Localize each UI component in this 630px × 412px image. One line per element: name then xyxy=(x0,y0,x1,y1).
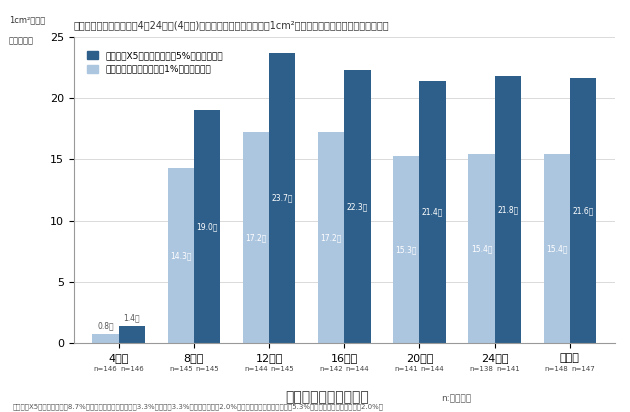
Text: n=141: n=141 xyxy=(496,365,520,372)
Text: n=145: n=145 xyxy=(195,365,219,372)
Bar xyxy=(318,132,344,344)
Bar xyxy=(420,81,446,344)
Text: n=144: n=144 xyxy=(421,365,444,372)
Text: 21.4本: 21.4本 xyxy=(422,208,444,217)
Bar xyxy=(544,154,570,344)
Text: 15.3本: 15.3本 xyxy=(396,245,417,254)
Text: 試験開始後の経過週数: 試験開始後の経過週数 xyxy=(286,390,369,404)
Bar xyxy=(194,110,220,344)
Bar xyxy=(570,78,596,344)
Bar xyxy=(495,76,521,344)
Text: n=147: n=147 xyxy=(571,365,595,372)
Text: n=146: n=146 xyxy=(94,365,117,372)
Text: 21.8本: 21.8本 xyxy=(497,205,518,214)
Text: n=142: n=142 xyxy=(319,365,343,372)
Text: n=144: n=144 xyxy=(346,365,369,372)
Text: 19.0本: 19.0本 xyxy=(197,222,218,232)
Bar xyxy=(243,132,269,344)
Text: 1.4本: 1.4本 xyxy=(123,314,140,323)
Text: 1cm²当たり: 1cm²当たり xyxy=(9,15,45,24)
Text: 23.7本: 23.7本 xyxy=(272,194,293,203)
Text: n=141: n=141 xyxy=(394,365,418,372)
Text: 14.3本: 14.3本 xyxy=(170,251,192,260)
Text: 17.2本: 17.2本 xyxy=(321,234,342,242)
Bar xyxy=(468,154,495,344)
Bar xyxy=(269,53,295,344)
Text: 22.3本: 22.3本 xyxy=(346,202,368,211)
Text: 21.6本: 21.6本 xyxy=(572,206,593,215)
Legend: リアップX5（ミノキシジル5%ローション）, リアップ（ミノキシジル1%ローション）: リアップX5（ミノキシジル5%ローション）, リアップ（ミノキシジル1%ローショ… xyxy=(84,47,226,77)
Text: の増加本数: の増加本数 xyxy=(9,37,33,46)
Text: n=144: n=144 xyxy=(244,365,268,372)
Text: n=145: n=145 xyxy=(169,365,193,372)
Text: リアップX5の副作用発現率8.7%（主な副作用：接触皮膚炎3.3%、遷移：3.3%、脂漏性皮膚炎2.0%）　リアップの副作用発現率5.3%（主な副作用：接触皮膚: リアップX5の副作用発現率8.7%（主な副作用：接触皮膚炎3.3%、遷移：3.3… xyxy=(13,403,384,410)
Text: 15.4本: 15.4本 xyxy=(471,244,492,253)
Bar xyxy=(168,168,194,344)
Bar xyxy=(393,156,420,344)
Text: 毛髪数の評価：投与開始4～24週後(4週毎)に開始時と全く同一部位（1cm²）における毛髪数の変化を確認した: 毛髪数の評価：投与開始4～24週後(4週毎)に開始時と全く同一部位（1cm²）に… xyxy=(74,20,389,30)
Text: n=138: n=138 xyxy=(469,365,493,372)
Text: n=145: n=145 xyxy=(270,365,294,372)
Text: n=146: n=146 xyxy=(120,365,144,372)
Text: n=148: n=148 xyxy=(545,365,569,372)
Text: 17.2本: 17.2本 xyxy=(245,234,266,242)
Bar xyxy=(93,334,118,344)
Bar xyxy=(344,70,370,344)
Text: 0.8本: 0.8本 xyxy=(97,321,114,330)
Bar xyxy=(118,326,145,344)
Text: 15.4本: 15.4本 xyxy=(546,244,568,253)
Text: n:被験者数: n:被験者数 xyxy=(441,395,471,404)
